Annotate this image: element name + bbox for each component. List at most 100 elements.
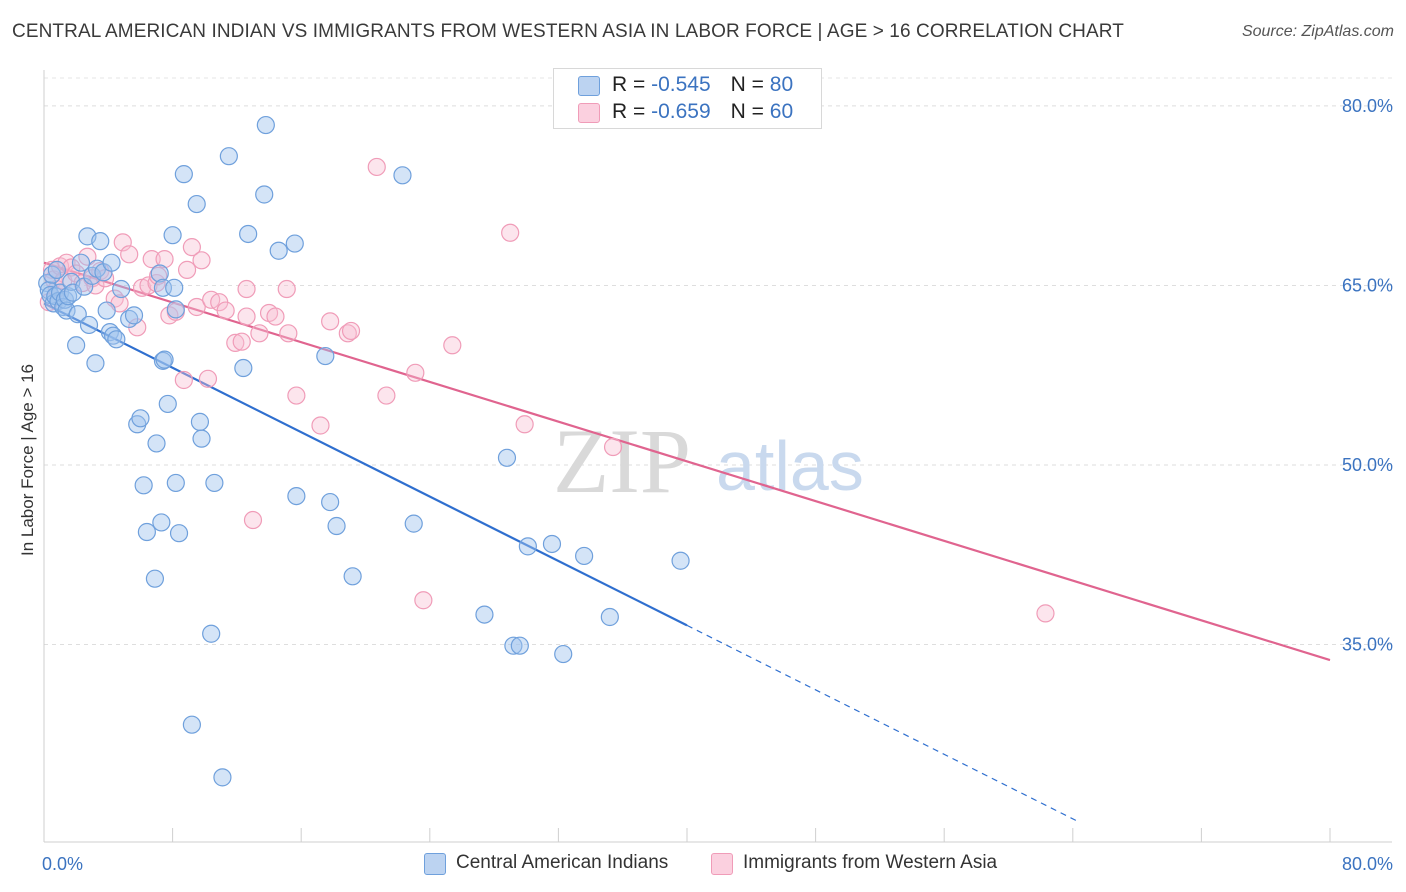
point-central-american-indian (145, 569, 165, 588)
series-legend: Central American Indians Immigrants from… (0, 852, 1406, 878)
x-tick-label-max: 80.0% (1342, 854, 1393, 874)
point-western-asia (187, 297, 206, 317)
legend-swatch-western-asia (711, 853, 733, 875)
point-western-asia (377, 386, 396, 405)
point-central-american-indian (163, 226, 182, 245)
point-western-asia (443, 336, 462, 355)
points-central-american-indians (38, 115, 690, 787)
legend-stats-pink: R = -0.659 N = 60 (612, 100, 794, 123)
point-central-american-indian (158, 394, 177, 414)
point-western-asia (216, 301, 235, 320)
point-western-asia (414, 591, 433, 610)
correlation-legend: R = -0.545 N = 80 R = -0.659 N = 60 (553, 68, 822, 129)
point-western-asia (174, 370, 193, 390)
axes (43, 70, 1392, 843)
trend-line-western-asia (43, 261, 1331, 662)
point-western-asia (367, 157, 386, 177)
point-western-asia (277, 279, 296, 299)
point-western-asia (243, 510, 263, 530)
y-axis-label: In Labor Force | Age > 16 (18, 363, 37, 557)
point-western-asia (155, 250, 174, 269)
point-central-american-indian (187, 194, 206, 214)
point-central-american-indian (475, 605, 494, 624)
point-central-american-indian (542, 534, 562, 554)
y-tick-label: 50.0% (1342, 455, 1393, 475)
point-central-american-indian (321, 492, 340, 512)
point-central-american-indian (497, 448, 517, 467)
point-central-american-indian (316, 346, 335, 366)
point-western-asia (287, 386, 306, 405)
point-western-asia (501, 223, 520, 242)
point-western-asia (250, 324, 269, 343)
point-central-american-indian (169, 524, 189, 543)
legend-swatch-central-american-indians (424, 853, 446, 875)
point-central-american-indian (57, 301, 76, 320)
chart-title: CENTRAL AMERICAN INDIAN VS IMMIGRANTS FR… (12, 21, 1124, 42)
point-central-american-indian (165, 278, 184, 297)
point-central-american-indian (124, 306, 144, 325)
point-western-asia (237, 307, 256, 326)
watermark-atlas: atlas (716, 427, 864, 505)
point-western-asia (603, 437, 623, 457)
point-central-american-indian (192, 429, 211, 448)
point-central-american-indian (112, 279, 131, 299)
point-western-asia (311, 416, 330, 435)
point-central-american-indian (68, 305, 87, 324)
point-central-american-indian (404, 514, 423, 533)
point-western-asia (321, 312, 340, 331)
point-western-asia (120, 245, 139, 264)
point-central-american-indian (504, 636, 523, 655)
points-western-asia (39, 157, 1055, 623)
point-central-american-indian (190, 412, 210, 431)
point-central-american-indian (213, 768, 232, 787)
trend-line-central-american-indians (43, 302, 688, 627)
point-central-american-indian (285, 234, 304, 253)
y-axis-label-wrap: In Labor Force | Age > 16 (16, 364, 40, 556)
point-western-asia (142, 250, 161, 269)
point-central-american-indian (147, 434, 166, 453)
point-central-american-indian (343, 567, 362, 586)
point-central-american-indian (393, 166, 412, 185)
legend-stats-blue: R = -0.545 N = 80 (612, 73, 794, 96)
point-central-american-indian (575, 546, 594, 566)
y-tick-labels: 35.0% 50.0% 65.0% 80.0% (1342, 96, 1393, 655)
point-western-asia (182, 238, 201, 257)
point-western-asia (198, 369, 218, 388)
legend-label-western-asia: Immigrants from Western Asia (743, 852, 998, 873)
point-western-asia (341, 321, 361, 341)
trend-lines (43, 261, 1331, 821)
legend-label-central-american-indians: Central American Indians (456, 852, 669, 873)
point-central-american-indian (67, 336, 86, 355)
point-central-american-indian (150, 264, 169, 283)
point-western-asia (266, 307, 285, 326)
x-tick-labels: 0.0% 80.0% (42, 854, 1393, 874)
point-central-american-indian (107, 330, 126, 349)
point-central-american-indian (600, 607, 619, 627)
point-central-american-indian (219, 147, 238, 166)
point-central-american-indian (327, 516, 346, 536)
point-central-american-indian (554, 644, 573, 664)
x-tick-label-min: 0.0% (42, 854, 83, 874)
y-tick-label: 80.0% (1342, 96, 1393, 116)
point-western-asia (338, 324, 357, 343)
watermark: ZIP atlas (553, 410, 864, 512)
point-central-american-indian (269, 241, 288, 260)
point-central-american-indian (234, 358, 253, 378)
point-central-american-indian (137, 522, 156, 542)
point-western-asia (232, 332, 251, 351)
point-central-american-indian (166, 300, 185, 319)
point-central-american-indian (255, 185, 274, 204)
point-central-american-indian (91, 232, 110, 251)
point-central-american-indian (518, 537, 537, 556)
point-western-asia (237, 279, 256, 299)
point-central-american-indian (79, 315, 99, 335)
point-central-american-indian (205, 473, 224, 493)
point-western-asia (515, 415, 534, 434)
point-central-american-indian (166, 473, 185, 493)
point-western-asia (1036, 604, 1055, 623)
point-central-american-indian (671, 551, 690, 570)
point-central-american-indian (102, 253, 121, 272)
point-western-asia (192, 251, 211, 270)
point-western-asia (406, 363, 425, 382)
